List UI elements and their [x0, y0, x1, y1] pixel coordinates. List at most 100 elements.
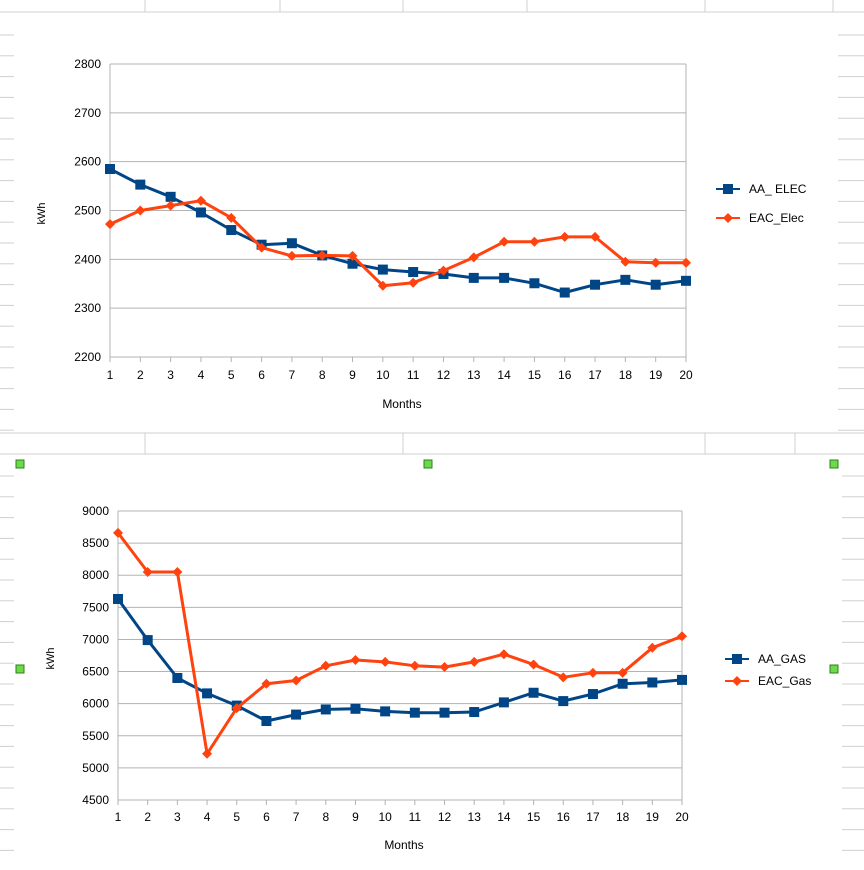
- data-point-diamond: [617, 667, 628, 678]
- data-point-diamond: [231, 703, 242, 714]
- data-point-square: [142, 635, 153, 646]
- y-tick-label: 2400: [74, 252, 101, 266]
- x-tick-label: 4: [198, 368, 205, 382]
- data-point-diamond: [620, 256, 631, 267]
- data-point-diamond: [320, 660, 331, 671]
- x-tick-label: 12: [437, 368, 451, 382]
- legend-marker-square: [723, 184, 733, 194]
- data-point-square: [165, 191, 176, 202]
- x-tick-label: 18: [616, 810, 630, 824]
- y-tick-label: 7000: [82, 632, 109, 646]
- legend-label: AA_GAS: [758, 652, 806, 666]
- data-point-square: [559, 287, 570, 298]
- data-point-diamond: [226, 212, 237, 223]
- data-point-diamond: [135, 205, 146, 216]
- y-tick-label: 5000: [82, 761, 109, 775]
- x-tick-label: 18: [619, 368, 633, 382]
- legend-marker-diamond: [732, 676, 742, 686]
- x-tick-label: 6: [263, 810, 270, 824]
- data-point-diamond: [291, 675, 302, 686]
- x-tick-label: 19: [646, 810, 660, 824]
- data-point-diamond: [438, 265, 449, 276]
- x-axis-title: Months: [382, 397, 421, 411]
- data-point-square: [558, 696, 569, 707]
- data-point-square: [347, 258, 358, 269]
- data-point-square: [677, 674, 687, 685]
- data-point-square: [468, 272, 479, 283]
- data-point-square: [261, 716, 272, 727]
- x-tick-label: 11: [407, 368, 420, 382]
- y-axis-title: kWh: [45, 648, 57, 670]
- data-point-square: [650, 279, 661, 290]
- x-tick-label: 7: [293, 810, 300, 824]
- data-point-diamond: [380, 656, 391, 667]
- x-tick-label: 12: [438, 810, 452, 824]
- data-point-square: [195, 207, 206, 218]
- x-tick-label: 6: [258, 368, 265, 382]
- legend-label: AA_ ELEC: [749, 182, 807, 196]
- y-tick-label: 2200: [74, 350, 101, 364]
- data-point-square: [408, 267, 419, 278]
- data-point-diamond: [529, 236, 540, 247]
- data-point-diamond: [681, 257, 691, 268]
- data-point-square: [286, 238, 297, 249]
- x-tick-label: 2: [144, 810, 151, 824]
- x-tick-label: 16: [557, 810, 571, 824]
- data-point-square: [291, 709, 302, 720]
- selection-handle[interactable]: [15, 664, 25, 674]
- x-tick-label: 1: [115, 810, 122, 824]
- selection-handle[interactable]: [829, 664, 839, 674]
- data-point-diamond: [590, 231, 601, 242]
- x-tick-label: 3: [167, 368, 174, 382]
- data-point-diamond: [650, 257, 661, 268]
- y-tick-label: 2700: [74, 106, 101, 120]
- x-tick-label: 13: [468, 810, 482, 824]
- gas-chart[interactable]: 4500 5000 5500 6000 6500 7000 7500 8000 8500 9000…: [0, 432, 864, 870]
- series-line: [116, 531, 683, 756]
- x-tick-label: 20: [679, 368, 693, 382]
- data-point-square: [320, 704, 331, 715]
- data-point-diamond: [469, 656, 480, 667]
- data-point-diamond: [528, 659, 539, 670]
- x-tick-label: 15: [528, 368, 542, 382]
- x-tick-label: 10: [378, 810, 392, 824]
- x-tick-label: 15: [527, 810, 541, 824]
- data-point-square: [498, 697, 509, 708]
- x-tick-label: 3: [174, 810, 181, 824]
- data-point-square: [499, 272, 510, 283]
- selection-handle[interactable]: [829, 459, 839, 469]
- x-tick-label: 5: [228, 368, 235, 382]
- data-point-square: [590, 279, 601, 290]
- x-tick-label: 14: [497, 810, 511, 824]
- y-tick-label: 5500: [82, 729, 109, 743]
- data-point-square: [226, 225, 237, 236]
- data-point-diamond: [113, 527, 123, 538]
- legend-label: EAC_Elec: [749, 211, 804, 225]
- x-tick-label: 13: [467, 368, 481, 382]
- data-point-diamond: [439, 662, 450, 673]
- selection-handle[interactable]: [15, 459, 25, 469]
- data-point-square: [113, 593, 123, 604]
- data-point-square: [529, 278, 540, 289]
- x-tick-label: 4: [204, 810, 211, 824]
- selection-handle[interactable]: [423, 459, 433, 469]
- x-tick-label: 17: [586, 810, 600, 824]
- legend-label: EAC_Gas: [758, 674, 811, 688]
- legend-marker-diamond: [723, 213, 733, 223]
- y-tick-label: 9000: [82, 504, 109, 518]
- data-point-diamond: [559, 231, 570, 242]
- legend-marker-square: [732, 654, 742, 664]
- data-point-diamond: [195, 195, 206, 206]
- x-axis-title: Months: [384, 838, 423, 852]
- data-point-diamond: [587, 667, 598, 678]
- x-tick-label: 2: [137, 368, 144, 382]
- y-tick-label: 6500: [82, 665, 109, 679]
- data-point-square: [380, 706, 391, 717]
- y-tick-label: 6000: [82, 697, 109, 711]
- data-point-diamond: [377, 280, 388, 291]
- data-point-square: [377, 264, 388, 275]
- data-point-square: [409, 707, 420, 718]
- data-point-diamond: [498, 649, 509, 660]
